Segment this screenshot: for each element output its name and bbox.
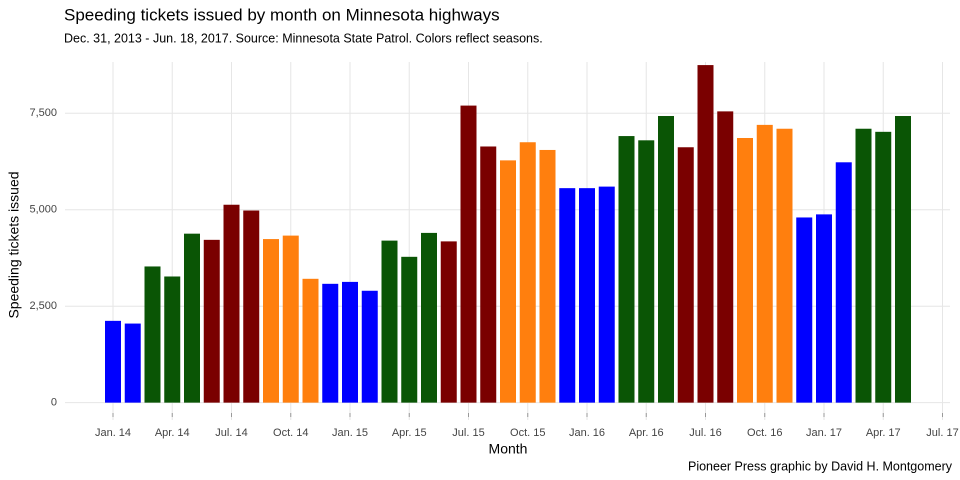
bar (421, 232, 437, 403)
bar (855, 128, 872, 403)
y-tick-label: 0 (51, 397, 57, 409)
x-tick-label: Jan. 16 (569, 427, 605, 439)
bar (203, 239, 220, 403)
bar (677, 147, 694, 403)
bar (105, 320, 121, 403)
bar (342, 281, 358, 403)
x-tick-label: Jul. 14 (215, 427, 247, 439)
x-tick-label: Oct. 16 (747, 427, 782, 439)
bar (776, 128, 793, 403)
x-tick-label: Apr. 17 (866, 427, 901, 439)
bar (263, 239, 279, 403)
bar (579, 188, 595, 403)
x-tick-label: Jan. 15 (332, 427, 368, 439)
x-tick-label: Jan. 17 (806, 427, 842, 439)
bar (361, 290, 378, 403)
bar (184, 233, 200, 403)
y-tick-label: 2,500 (29, 300, 57, 312)
bar (401, 256, 418, 403)
bar (480, 146, 497, 403)
bar (282, 235, 299, 403)
bar (559, 188, 576, 403)
bar (164, 276, 181, 403)
bar (816, 214, 832, 403)
x-tick-label: Apr. 14 (155, 427, 190, 439)
x-tick-label: Oct. 14 (273, 427, 308, 439)
bar (796, 217, 813, 403)
bar (460, 105, 477, 403)
bar (737, 137, 753, 403)
bar (717, 111, 734, 403)
bar (124, 323, 141, 403)
bar (598, 186, 615, 403)
bar (895, 116, 911, 403)
x-tick-label: Apr. 15 (392, 427, 427, 439)
chart-title: Speeding tickets issued by month on Minn… (64, 5, 500, 24)
y-tick-label: 5,000 (29, 204, 57, 216)
bar (697, 65, 714, 403)
bar (875, 131, 892, 403)
bar (756, 124, 773, 403)
bar (500, 160, 516, 403)
bar (638, 140, 655, 403)
x-tick-label: Jan. 14 (95, 427, 131, 439)
bar (243, 210, 260, 403)
bar (381, 240, 398, 403)
x-tick-label: Jul. 17 (926, 427, 958, 439)
x-tick-label: Jul. 15 (452, 427, 484, 439)
bar (519, 142, 536, 403)
bar (223, 204, 240, 403)
y-axis-title: Speeding tickets issued (6, 171, 22, 318)
bar (440, 241, 457, 403)
caption: Pioneer Press graphic by David H. Montgo… (688, 459, 953, 473)
bar (539, 149, 556, 403)
y-tick-label: 7,500 (29, 107, 57, 119)
x-tick-label: Apr. 16 (629, 427, 664, 439)
x-tick-label: Oct. 15 (510, 427, 545, 439)
x-tick-label: Jul. 16 (689, 427, 721, 439)
bar (302, 278, 319, 403)
bar (835, 162, 852, 403)
bar (322, 283, 339, 403)
bar (618, 136, 635, 403)
bar (658, 116, 674, 403)
bar (144, 266, 161, 403)
chart-subtitle: Dec. 31, 2013 - Jun. 18, 2017. Source: M… (64, 31, 543, 45)
x-axis-title: Month (489, 441, 528, 457)
